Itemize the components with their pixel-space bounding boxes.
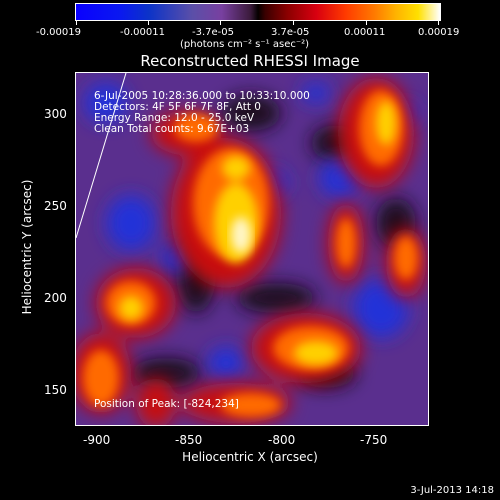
colorbar-tick-mark bbox=[148, 20, 149, 25]
rhessi-image bbox=[76, 73, 428, 425]
colorbar-tick-label: 0.00019 bbox=[418, 27, 460, 38]
timestamp: 3-Jul-2013 14:18 bbox=[410, 485, 494, 496]
info-peak-position: Position of Peak: [-824,234] bbox=[94, 398, 239, 410]
colorbar-tick-label: -0.00011 bbox=[120, 27, 165, 38]
colorbar-tick-mark bbox=[220, 20, 221, 25]
y-tick-label: 200 bbox=[44, 291, 67, 305]
colorbar-tick-mark bbox=[76, 20, 77, 25]
y-tick-label: 150 bbox=[44, 383, 67, 397]
x-tick-label: -900 bbox=[83, 433, 111, 447]
colorbar bbox=[75, 3, 441, 21]
y-tick-label: 300 bbox=[44, 107, 67, 121]
info-energy-range: Energy Range: 12.0 - 25.0 keV bbox=[94, 112, 255, 124]
info-time-range: 6-Jul-2005 10:28:36.000 to 10:33:10.000 bbox=[94, 90, 310, 102]
info-clean-counts: Clean Total counts: 9.67E+03 bbox=[94, 123, 250, 135]
x-tick-label: -800 bbox=[268, 433, 296, 447]
x-axis-label: Heliocentric X (arcsec) bbox=[182, 450, 318, 464]
info-detectors: Detectors: 4F 5F 6F 7F 8F, Att 0 bbox=[94, 101, 261, 113]
y-axis-label: Heliocentric Y (arcsec) bbox=[20, 179, 34, 315]
y-tick-label: 250 bbox=[44, 199, 67, 213]
colorbar-tick-mark bbox=[293, 20, 294, 25]
x-tick-label: -750 bbox=[360, 433, 388, 447]
colorbar-units: (photons cm⁻² s⁻¹ asec⁻²) bbox=[180, 39, 310, 50]
colorbar-tick-label: 0.00011 bbox=[344, 27, 386, 38]
colorbar-tick-mark bbox=[366, 20, 367, 25]
colorbar-tick-label: -0.00019 bbox=[36, 27, 81, 38]
colorbar-tick-mark bbox=[438, 20, 439, 25]
colorbar-tick-label: -3.7e-05 bbox=[192, 27, 234, 38]
image-plot: 6-Jul-2005 10:28:36.000 to 10:33:10.000 … bbox=[75, 72, 429, 426]
plot-title: Reconstructed RHESSI Image bbox=[140, 52, 360, 70]
colorbar-tick-label: 3.7e-05 bbox=[271, 27, 310, 38]
x-tick-label: -850 bbox=[175, 433, 203, 447]
